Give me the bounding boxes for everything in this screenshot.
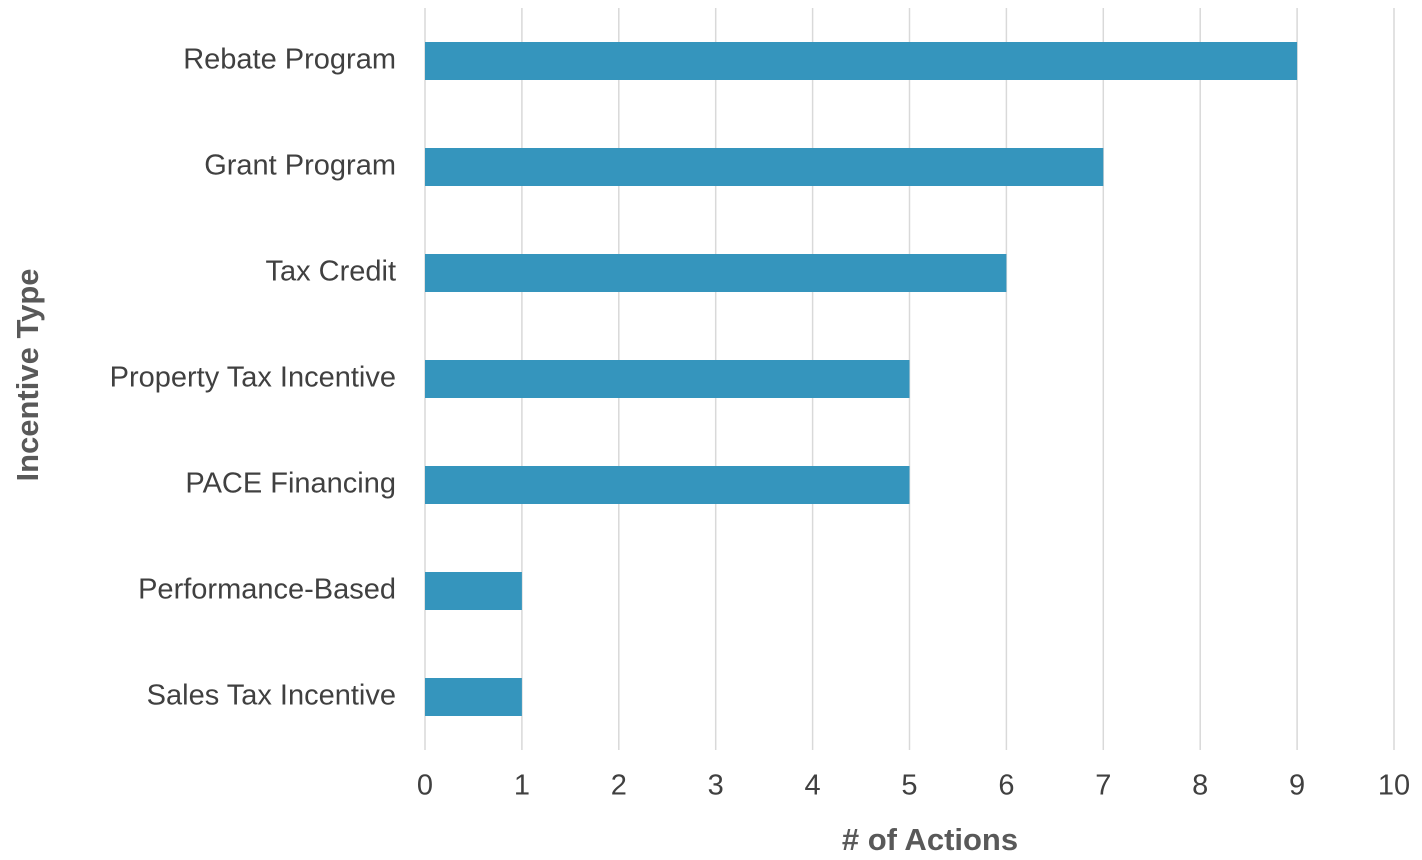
- x-tick-label: 9: [1289, 770, 1305, 802]
- bar: [425, 42, 1298, 80]
- x-tick-label: 4: [805, 770, 821, 802]
- x-tick-label: 2: [611, 770, 627, 802]
- bar: [425, 360, 910, 398]
- bar: [425, 678, 522, 716]
- x-tick-label: 10: [1378, 770, 1410, 802]
- bar: [425, 254, 1007, 292]
- x-tick-label: 1: [514, 770, 530, 802]
- bar: [425, 572, 522, 610]
- x-axis-title: # of Actions: [842, 822, 1018, 857]
- y-tick-label: Property Tax Incentive: [110, 362, 396, 394]
- x-tick-label: 8: [1192, 770, 1208, 802]
- x-tick-label: 7: [1095, 770, 1111, 802]
- x-tick-label: 3: [708, 770, 724, 802]
- y-tick-label: Sales Tax Incentive: [147, 680, 396, 712]
- y-tick-label: Performance-Based: [138, 574, 396, 606]
- y-axis-title: Incentive Type: [10, 268, 45, 481]
- y-tick-label: Grant Program: [204, 150, 396, 182]
- x-tick-label: 0: [417, 770, 433, 802]
- y-tick-label: Rebate Program: [183, 44, 396, 76]
- y-tick-label: PACE Financing: [185, 468, 396, 500]
- y-tick-label: Tax Credit: [265, 256, 396, 288]
- x-tick-label: 6: [998, 770, 1014, 802]
- x-tick-label: 5: [901, 770, 917, 802]
- bar: [425, 148, 1104, 186]
- bar: [425, 466, 910, 504]
